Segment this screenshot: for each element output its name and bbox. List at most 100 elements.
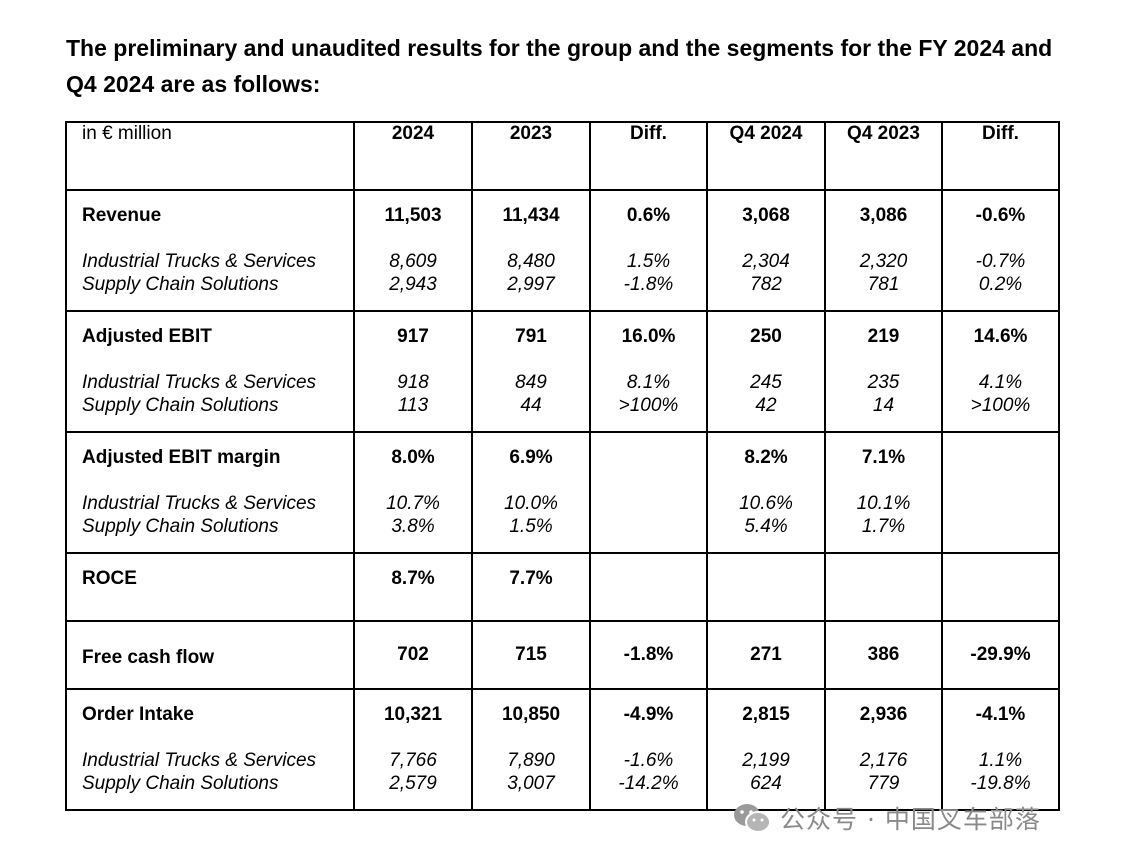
main-value: 3,086 xyxy=(859,205,908,226)
sub-value: 8,609 xyxy=(389,251,437,272)
value-cell: 702 xyxy=(353,620,473,690)
table-header-row: in € million 2024 2023 Diff. Q4 2024 Q4 … xyxy=(65,121,1060,191)
sub-value: 10.7% xyxy=(386,493,440,514)
value-cell: -4.1% 1.1% -19.8% xyxy=(941,688,1060,811)
empty-cell xyxy=(589,431,708,554)
main-value: 11,503 xyxy=(384,205,442,226)
value-cell: 791 849 44 xyxy=(471,310,591,433)
value-cell: 16.0% 8.1% >100% xyxy=(589,310,708,433)
column-header-diff: Diff. xyxy=(589,121,708,191)
main-value: 3,068 xyxy=(742,205,790,226)
table-row-order-intake: Order Intake Industrial Trucks & Service… xyxy=(65,688,1060,811)
main-value: 219 xyxy=(867,326,900,347)
main-value: 14.6% xyxy=(973,326,1028,347)
value-cell: -4.9% -1.6% -14.2% xyxy=(589,688,708,811)
watermark: 公众号 · 中国叉车部落 xyxy=(732,800,1041,836)
main-value: 2,936 xyxy=(859,704,908,725)
main-value: 386 xyxy=(867,644,900,665)
value-cell: 8.0% 10.7% 3.8% xyxy=(353,431,473,554)
unit-label: in € million xyxy=(65,121,355,191)
main-value: 8.2% xyxy=(744,447,788,468)
sub-value: 624 xyxy=(750,773,782,794)
sub-value: 10.0% xyxy=(504,493,558,514)
row-label: Free cash flow xyxy=(82,647,214,668)
sub-value: 245 xyxy=(750,372,782,393)
sub-value: 4.1% xyxy=(978,372,1023,393)
main-value: -29.9% xyxy=(970,644,1031,665)
row-label-cell: Adjusted EBIT margin Industrial Trucks &… xyxy=(65,431,355,554)
sub-value: 8,480 xyxy=(507,251,555,272)
sub-value: 781 xyxy=(867,274,900,295)
sub-value: 3.8% xyxy=(391,516,435,537)
sub-value: >100% xyxy=(618,395,679,416)
sub-value: 1.7% xyxy=(861,516,906,537)
main-value: 8.0% xyxy=(391,447,435,468)
sub-value: 849 xyxy=(515,372,547,393)
main-value: 917 xyxy=(397,326,429,347)
main-value: 8.7% xyxy=(391,568,435,589)
main-value: 702 xyxy=(397,644,429,665)
sub-value: -14.2% xyxy=(618,773,679,794)
sub-label: Industrial Trucks & Services xyxy=(82,372,317,393)
value-cell: 7.7% xyxy=(471,552,591,622)
sub-value: 8.1% xyxy=(626,372,671,393)
value-cell: -1.8% xyxy=(589,620,708,690)
value-cell: 271 xyxy=(706,620,826,690)
results-table: in € million 2024 2023 Diff. Q4 2024 Q4 … xyxy=(65,121,1060,811)
value-cell: 219 235 14 xyxy=(824,310,943,433)
value-cell: 2,936 2,176 779 xyxy=(824,688,943,811)
value-cell: 10,321 7,766 2,579 xyxy=(353,688,473,811)
sub-value: 10.6% xyxy=(739,493,793,514)
row-label-cell: Adjusted EBIT Industrial Trucks & Servic… xyxy=(65,310,355,433)
value-cell: 3,086 2,320 781 xyxy=(824,189,943,312)
main-value: 250 xyxy=(750,326,782,347)
empty-cell xyxy=(824,552,943,622)
sub-value: 10.1% xyxy=(856,493,911,514)
sub-value: 7,890 xyxy=(507,750,555,771)
value-cell: 3,068 2,304 782 xyxy=(706,189,826,312)
sub-value: 779 xyxy=(867,773,900,794)
sub-value: 5.4% xyxy=(744,516,788,537)
empty-cell xyxy=(706,552,826,622)
sub-value: 3,007 xyxy=(507,773,555,794)
main-value: 7.1% xyxy=(861,447,906,468)
sub-value: 0.2% xyxy=(978,274,1023,295)
row-label: Revenue xyxy=(82,205,162,226)
value-cell: 10,850 7,890 3,007 xyxy=(471,688,591,811)
main-value: 10,850 xyxy=(501,704,561,725)
empty-cell xyxy=(941,431,1060,554)
value-cell: 7.1% 10.1% 1.7% xyxy=(824,431,943,554)
sub-label: Supply Chain Solutions xyxy=(82,516,279,537)
row-label: Adjusted EBIT margin xyxy=(82,447,281,468)
sub-value: 2,304 xyxy=(742,251,790,272)
sub-value: 2,176 xyxy=(859,750,908,771)
main-value: 2,815 xyxy=(742,704,790,725)
main-value: 271 xyxy=(750,644,782,665)
sub-value: 2,199 xyxy=(742,750,790,771)
main-value: -0.6% xyxy=(975,205,1026,226)
sub-label: Supply Chain Solutions xyxy=(82,773,279,794)
row-label-cell: ROCE xyxy=(65,552,355,622)
main-value: 16.0% xyxy=(621,326,676,347)
main-value: 6.9% xyxy=(509,447,553,468)
main-value: 10,321 xyxy=(383,704,443,725)
main-value: -4.1% xyxy=(975,704,1026,725)
value-cell: 917 918 113 xyxy=(353,310,473,433)
sub-value: 2,320 xyxy=(859,251,908,272)
main-value: 7.7% xyxy=(509,568,553,589)
table-row-revenue: Revenue Industrial Trucks & Services Sup… xyxy=(65,189,1060,312)
value-cell: 11,434 8,480 2,997 xyxy=(471,189,591,312)
row-label: Adjusted EBIT xyxy=(82,326,212,347)
value-cell: 14.6% 4.1% >100% xyxy=(941,310,1060,433)
sub-value: 782 xyxy=(750,274,782,295)
sub-label: Industrial Trucks & Services xyxy=(82,493,317,514)
table-row-free-cash-flow: Free cash flow 702 715 -1.8% 271 386 -29… xyxy=(65,620,1060,690)
main-value: 715 xyxy=(515,644,547,665)
row-label: ROCE xyxy=(82,568,137,589)
value-cell: -29.9% xyxy=(941,620,1060,690)
table-row-adjusted-ebit-margin: Adjusted EBIT margin Industrial Trucks &… xyxy=(65,431,1060,554)
sub-value: 2,997 xyxy=(507,274,555,295)
sub-value: 14 xyxy=(872,395,895,416)
sub-value: 1.5% xyxy=(626,251,671,272)
sub-value: 2,943 xyxy=(389,274,437,295)
